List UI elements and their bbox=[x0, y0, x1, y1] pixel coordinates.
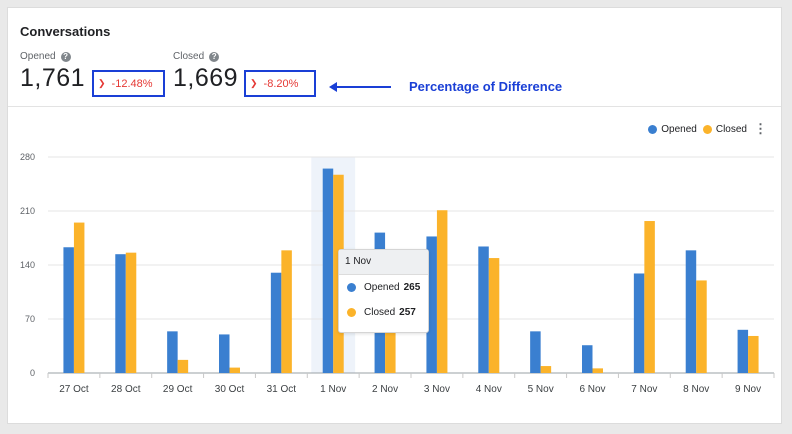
bar-opened bbox=[530, 331, 541, 373]
closed-delta: -8.20% bbox=[263, 77, 299, 90]
bar-closed bbox=[281, 250, 292, 373]
help-icon[interactable]: ? bbox=[209, 51, 220, 62]
opened-value: 1,761 bbox=[20, 64, 86, 92]
bar-opened bbox=[270, 272, 282, 373]
x-tick-label: 2 Nov bbox=[372, 384, 398, 395]
opened-delta: -12.48% bbox=[111, 77, 153, 90]
tooltip-opened-label: Opened bbox=[364, 282, 400, 293]
bar-closed bbox=[436, 210, 448, 373]
divider bbox=[8, 106, 781, 107]
x-tick-label: 28 Oct bbox=[111, 384, 141, 395]
more-options-icon[interactable]: ⋮ bbox=[754, 121, 767, 136]
x-tick-label: 3 Nov bbox=[424, 384, 450, 395]
bar-opened bbox=[633, 273, 645, 373]
x-tick-label: 27 Oct bbox=[59, 384, 89, 395]
x-tick-label: 31 Oct bbox=[267, 384, 297, 395]
bar-closed bbox=[177, 359, 189, 373]
bar-opened bbox=[322, 168, 334, 373]
chevron-down-icon: ❯ bbox=[250, 78, 258, 88]
bar-opened bbox=[582, 345, 593, 373]
closed-value: 1,669 bbox=[173, 64, 239, 92]
legend: Opened Closed bbox=[642, 124, 747, 135]
closed-label: Closed bbox=[173, 51, 205, 62]
legend-label-closed: Closed bbox=[715, 124, 747, 135]
tooltip-row-opened: Opened 265 bbox=[339, 275, 428, 300]
bar-closed bbox=[644, 221, 655, 373]
x-tick-label: 29 Oct bbox=[163, 384, 193, 395]
y-tick-label: 70 bbox=[25, 314, 35, 324]
bar-opened bbox=[426, 236, 437, 373]
y-tick-label: 280 bbox=[20, 152, 35, 162]
x-tick-label: 30 Oct bbox=[215, 384, 245, 395]
tooltip-title: 1 Nov bbox=[339, 250, 428, 275]
annotation: Percentage of Difference bbox=[329, 79, 563, 94]
bar-opened bbox=[478, 246, 489, 373]
bar-opened bbox=[737, 329, 749, 373]
bar-closed bbox=[488, 258, 500, 373]
tooltip-closed-value: 257 bbox=[399, 307, 416, 318]
tooltip-closed-label: Closed bbox=[364, 307, 396, 318]
x-tick-label: 7 Nov bbox=[631, 384, 657, 395]
x-tick-label: 9 Nov bbox=[735, 384, 761, 395]
y-tick-label: 0 bbox=[30, 368, 35, 378]
bar-opened bbox=[63, 247, 74, 373]
legend-dot-opened bbox=[648, 125, 658, 134]
tooltip-opened-value: 265 bbox=[403, 282, 421, 293]
bar-chart: 0 70 140 210 280 27 Oct 28 Oct 29 Oct 30 Oct 31 O… bbox=[20, 152, 775, 395]
tooltip-row-closed: Closed 257 bbox=[339, 300, 428, 325]
opened-delta-badge: ❯ -12.48% bbox=[92, 70, 165, 97]
closed-delta-badge: ❯ -8.20% bbox=[244, 70, 316, 97]
help-icon[interactable]: ? bbox=[60, 51, 71, 62]
tooltip-dot-closed bbox=[347, 308, 356, 317]
bar-opened bbox=[219, 334, 230, 373]
bar-closed bbox=[73, 222, 85, 373]
bar-closed bbox=[125, 252, 137, 373]
bar-opened bbox=[115, 254, 126, 373]
x-tick-label: 5 Nov bbox=[528, 384, 554, 395]
bar-opened bbox=[685, 250, 697, 373]
legend-item-closed[interactable]: Closed bbox=[702, 124, 747, 135]
y-tick-label: 140 bbox=[20, 260, 35, 270]
x-tick-label: 6 Nov bbox=[579, 384, 605, 395]
x-tick-label: 1 Nov bbox=[320, 384, 346, 395]
card-title: Conversations bbox=[20, 24, 111, 39]
legend-label-opened: Opened bbox=[661, 124, 697, 135]
legend-dot-closed bbox=[702, 125, 712, 134]
bar-opened bbox=[167, 331, 178, 373]
chart-tooltip: 1 Nov Opened 265 Closed 257 bbox=[338, 249, 429, 333]
opened-label: Opened bbox=[20, 51, 56, 62]
tooltip-dot-opened bbox=[347, 283, 356, 292]
opened-metric: Opened? 1,761 bbox=[20, 51, 85, 93]
bar-closed bbox=[696, 280, 707, 373]
bar-closed bbox=[592, 368, 603, 373]
closed-metric: Closed? 1,669 bbox=[173, 51, 238, 93]
annotation-text: Percentage of Difference bbox=[409, 79, 563, 94]
x-tick-label: 4 Nov bbox=[476, 384, 502, 395]
bar-closed bbox=[540, 366, 552, 373]
y-tick-label: 210 bbox=[20, 206, 35, 216]
bar-closed bbox=[748, 335, 759, 373]
x-tick-label: 8 Nov bbox=[683, 384, 709, 395]
chevron-down-icon: ❯ bbox=[98, 78, 106, 88]
arrow-left-icon bbox=[329, 81, 391, 92]
conversations-card: Conversations Opened? 1,761 ❯ -12.48% Cl… bbox=[7, 7, 782, 424]
bar-closed bbox=[229, 367, 240, 373]
legend-item-opened[interactable]: Opened bbox=[648, 124, 697, 135]
